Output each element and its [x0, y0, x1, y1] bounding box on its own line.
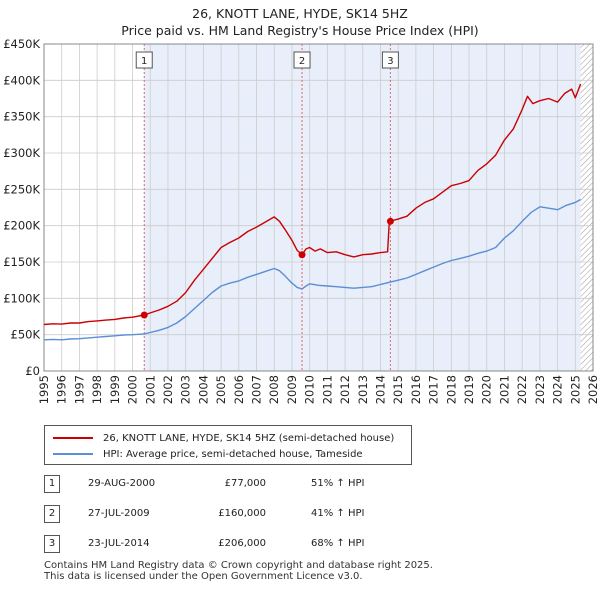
x-tick-label: 2017 [427, 375, 441, 404]
x-tick-label: 2011 [320, 375, 334, 404]
x-tick-label: 1999 [108, 375, 122, 404]
sale-marker-number: 3 [387, 56, 393, 67]
sale-point [140, 311, 148, 319]
hpi-line [43, 198, 581, 341]
x-tick-label: 2009 [285, 375, 299, 404]
forecast-hatch [580, 44, 593, 371]
sale-date: 23-JUL-2014 [88, 538, 150, 549]
x-tick-label: 2022 [515, 375, 529, 404]
sale-hpi-change: 51% ↑ HPI [311, 478, 365, 489]
x-tick-label: 2020 [480, 375, 494, 404]
sale-marker-label: 3 [381, 51, 399, 69]
x-tick-label: 2008 [267, 375, 281, 404]
y-tick-label: £350K [3, 110, 40, 124]
sale-row: 3 23-JUL-2014 £206,000 68% ↑ HPI [44, 535, 444, 555]
sale-marker-label: 2 [293, 51, 311, 69]
y-tick-label: £150K [3, 255, 40, 269]
x-tick-label: 2026 [586, 375, 600, 404]
price-chart: £0 £50K £100K £150K £200K £250K £300K £350K £400… [3, 37, 600, 404]
chart-subtitle: Price paid vs. HM Land Registry's House … [121, 23, 479, 38]
x-tick-label: 1997 [72, 375, 86, 404]
y-tick-label: £0 [25, 364, 40, 378]
x-tick-label: 2000 [126, 375, 140, 404]
legend: 26, KNOTT LANE, HYDE, SK14 5HZ (semi-det… [44, 425, 412, 465]
sale-marker-number: 2 [299, 56, 305, 67]
x-tick-label: 2015 [391, 375, 405, 404]
x-tick-label: 2002 [161, 375, 175, 404]
x-tick-label: 2019 [462, 375, 476, 404]
x-tick-label: 1996 [55, 375, 69, 404]
sale-point [386, 217, 394, 225]
x-tick-label: 2010 [303, 375, 317, 404]
x-tick-label: 2005 [214, 375, 228, 404]
sale-price: £77,000 [224, 478, 266, 489]
x-tick-label: 2016 [409, 375, 423, 404]
legend-item-hpi: HPI: Average price, semi-detached house,… [53, 446, 363, 462]
footer-licence: This data is licensed under the Open Gov… [44, 571, 363, 582]
legend-label-price: 26, KNOTT LANE, HYDE, SK14 5HZ (semi-det… [103, 432, 395, 444]
sale-point [298, 251, 306, 259]
sale-hpi-change: 68% ↑ HPI [311, 538, 365, 549]
sale-marker-box [293, 51, 311, 69]
plot-frame [43, 43, 594, 372]
legend-swatch-hpi [53, 453, 93, 455]
x-tick-label: 2013 [356, 375, 370, 404]
x-tick-label: 2012 [338, 375, 352, 404]
x-tick-label: 2014 [373, 375, 387, 404]
sale-marker-label: 1 [135, 51, 153, 69]
y-tick-label: £300K [3, 146, 40, 160]
footer: Contains HM Land Registry data © Crown c… [44, 560, 433, 582]
legend-swatch-price [53, 437, 93, 439]
x-tick-label: 2007 [250, 375, 264, 404]
sale-number-badge: 2 [44, 505, 60, 523]
y-tick-label: £50K [11, 328, 41, 342]
sale-marker-number: 1 [141, 56, 147, 67]
y-tick-label: £200K [3, 219, 40, 233]
chart-title: 26, KNOTT LANE, HYDE, SK14 5HZ [192, 6, 408, 21]
x-tick-label: 2024 [551, 375, 565, 404]
x-tick-label: 2003 [179, 375, 193, 404]
x-tick-label: 2025 [568, 375, 582, 404]
sale-hpi-change: 41% ↑ HPI [311, 508, 365, 519]
sale-marker-box [135, 51, 153, 69]
y-tick-label: £100K [3, 291, 40, 305]
x-tick-label: 1998 [90, 375, 104, 404]
sale-date: 27-JUL-2009 [88, 508, 150, 519]
legend-label-hpi: HPI: Average price, semi-detached house,… [103, 448, 363, 460]
x-tick-label: 2001 [143, 375, 157, 404]
sale-row: 1 29-AUG-2000 £77,000 51% ↑ HPI [44, 475, 444, 495]
y-tick-label: £450K [3, 37, 40, 51]
y-tick-label: £400K [3, 73, 40, 87]
x-tick-label: 2004 [196, 375, 210, 404]
sale-marker-box [381, 51, 399, 69]
x-tick-label: 2023 [533, 375, 547, 404]
sale-row: 2 27-JUL-2009 £160,000 41% ↑ HPI [44, 505, 444, 525]
footer-copyright: Contains HM Land Registry data © Crown c… [44, 560, 433, 571]
x-tick-label: 2018 [444, 375, 458, 404]
sale-price: £160,000 [218, 508, 266, 519]
x-tick-label: 2021 [497, 375, 511, 404]
sale-date: 29-AUG-2000 [88, 478, 156, 489]
x-tick-label: 1995 [37, 375, 51, 404]
sale-price: £206,000 [218, 538, 266, 549]
x-tick-label: 2006 [232, 375, 246, 404]
sale-number-badge: 1 [44, 475, 60, 493]
sale-number-badge: 3 [44, 535, 60, 553]
legend-item-price: 26, KNOTT LANE, HYDE, SK14 5HZ (semi-det… [53, 430, 394, 446]
y-tick-label: £250K [3, 182, 40, 196]
